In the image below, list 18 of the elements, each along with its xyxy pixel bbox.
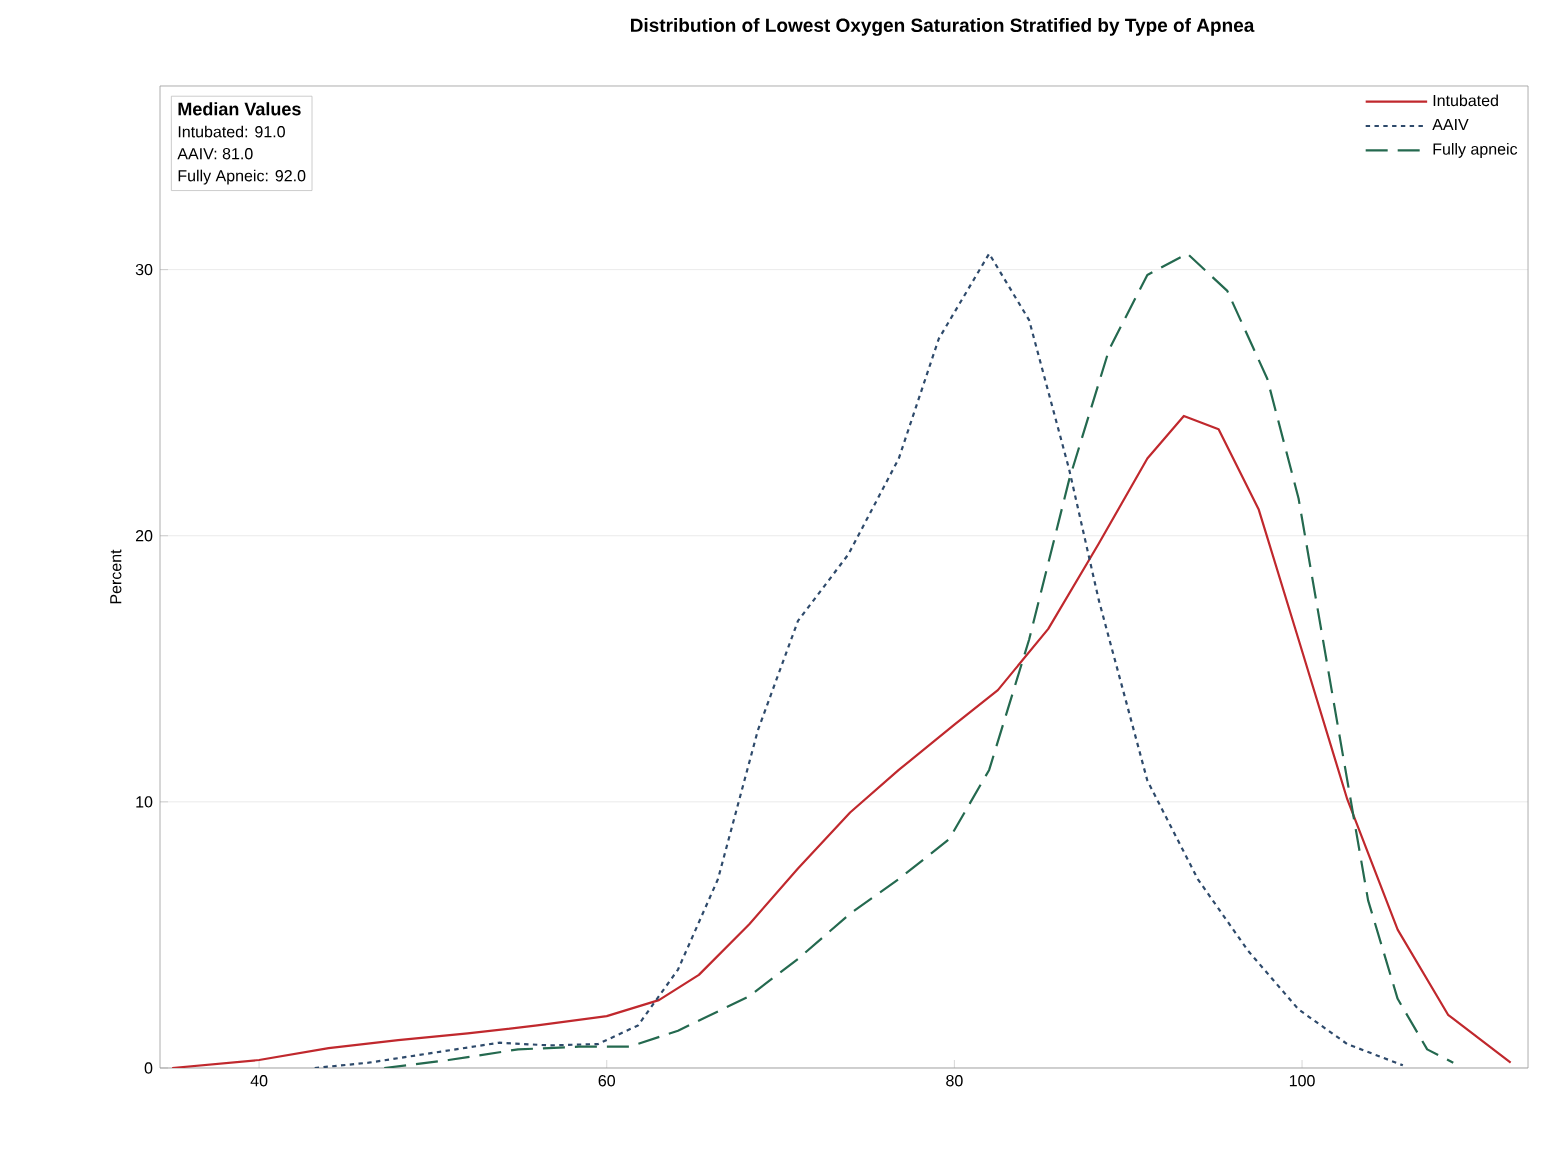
x-tick-label: 100 [1289,1075,1315,1087]
annotation: Median Values [178,102,301,116]
y-tick-label: 20 [135,530,153,542]
y-tick-label: 10 [136,796,153,808]
x-tick-label: 40 [250,1075,268,1087]
x-tick-label: 80 [946,1075,963,1087]
annotation: AAIV: 81.0 [177,148,253,160]
line-series [171,414,1512,1068]
legend-label: Intubated [1433,94,1498,107]
y-axis-title: Percent [110,549,122,604]
y-tick-label: 30 [135,263,153,276]
legend-label: AAIV [1432,118,1469,130]
legend-label: Fully apneic [1433,142,1518,158]
annotation: Fully Apneic: 92.0 [178,169,306,185]
x-tick-label: 60 [598,1075,616,1087]
annotation: Intubated: 91.0 [178,125,285,138]
chart-title: Distribution of Lowest Oxygen Saturation Stratified by Type of Apnea [631,18,1255,36]
y-tick-label: 0 [144,1062,153,1074]
